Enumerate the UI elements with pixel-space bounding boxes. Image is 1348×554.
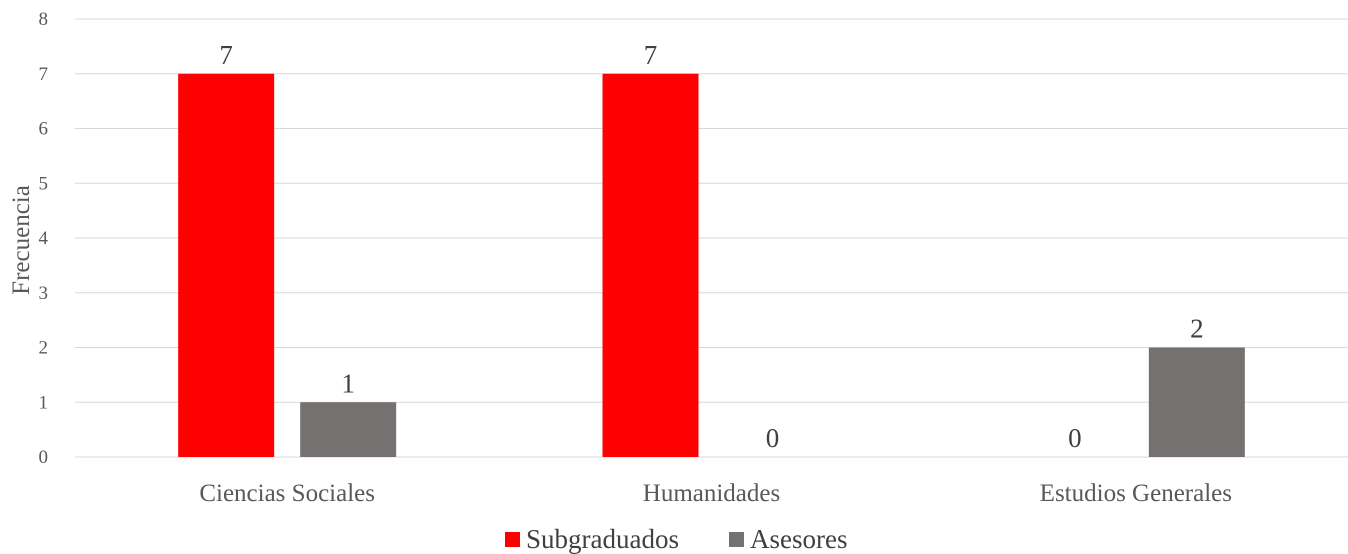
y-tick-label: 3 <box>39 283 49 304</box>
data-label: 1 <box>341 368 355 398</box>
y-tick-label: 7 <box>39 64 49 85</box>
data-label: 7 <box>644 40 658 70</box>
category-labels: Ciencias Sociales Humanidades Estudios Gen… <box>199 480 1232 507</box>
y-tick-label: 8 <box>39 9 49 30</box>
legend-swatch <box>505 532 520 547</box>
bar <box>178 73 275 457</box>
data-label: 0 <box>766 423 780 453</box>
legend-label: Subgraduados <box>526 524 679 554</box>
bars <box>178 73 1245 457</box>
legend-swatch <box>729 532 744 547</box>
y-axis-title: Frecuencia <box>8 185 35 295</box>
x-category-label: Ciencias Sociales <box>199 480 375 507</box>
data-label: 7 <box>219 40 233 70</box>
bar <box>1148 347 1245 457</box>
x-category-label: Estudios Generales <box>1040 480 1232 507</box>
data-label: 0 <box>1068 423 1082 453</box>
bar <box>300 402 397 457</box>
legend: Subgraduados Asesores <box>505 524 847 554</box>
y-tick-label: 2 <box>39 338 49 359</box>
y-tick-label: 5 <box>39 173 49 194</box>
x-category-label: Humanidades <box>643 480 780 507</box>
bar <box>602 73 699 457</box>
y-tick-label: 4 <box>39 228 49 249</box>
y-tick-label: 6 <box>39 119 49 140</box>
y-tick-label: 0 <box>39 447 49 468</box>
legend-label: Asesores <box>750 524 847 554</box>
gridlines <box>75 18 1348 458</box>
y-tick-labels: 0 1 2 3 4 5 6 7 8 <box>39 9 49 468</box>
data-label: 2 <box>1190 314 1204 344</box>
data-labels: 7 1 7 0 0 2 <box>219 40 1203 453</box>
y-tick-label: 1 <box>39 392 49 413</box>
